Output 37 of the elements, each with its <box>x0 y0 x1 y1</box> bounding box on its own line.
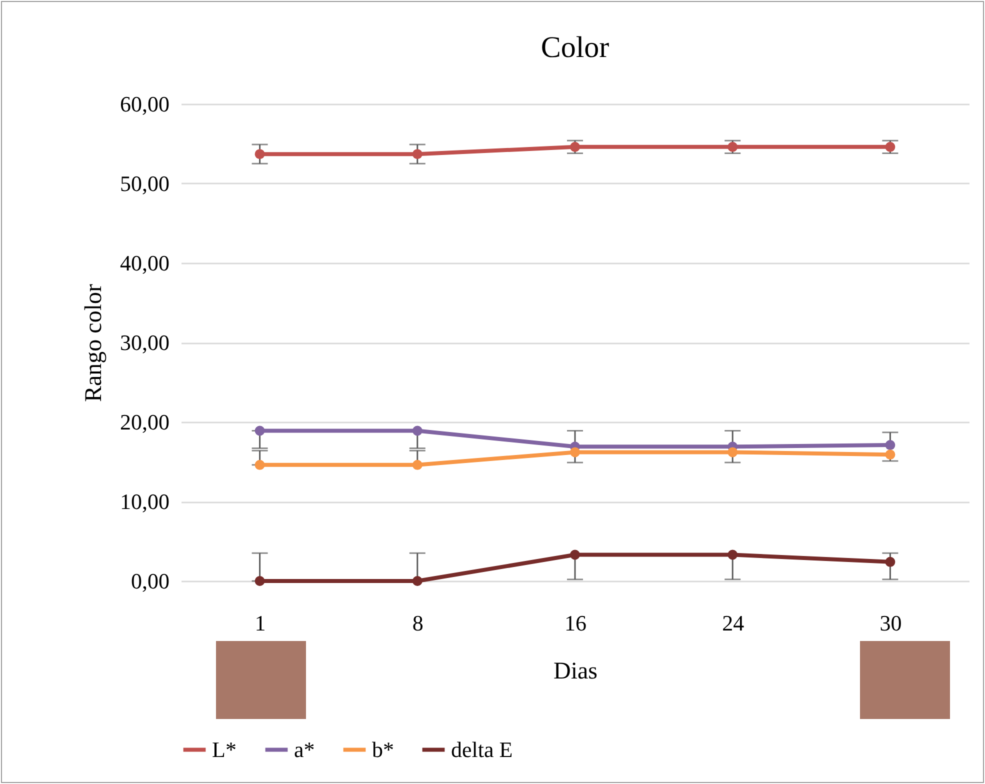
y-tick-label: 20,00 <box>120 410 170 434</box>
point <box>728 550 738 560</box>
point <box>570 142 580 152</box>
point <box>254 149 265 160</box>
x-tick-label: 8 <box>412 610 424 636</box>
y-tick-label: 50,00 <box>120 171 170 196</box>
y-tick-label: 40,00 <box>120 250 170 276</box>
legend-label: b* <box>372 736 394 762</box>
point <box>570 447 580 458</box>
point <box>412 426 422 436</box>
point <box>885 556 896 567</box>
x-tick-label: 16 <box>564 610 586 636</box>
x-axis-title: Dias <box>554 658 598 684</box>
legend-label: a* <box>294 736 315 762</box>
chart-title: Color <box>540 31 610 64</box>
point <box>412 576 422 586</box>
point <box>412 149 422 160</box>
y-axis-title: Rango color <box>81 284 107 402</box>
point <box>728 447 738 458</box>
point <box>885 142 896 152</box>
y-tick-label: 0,00 <box>131 568 170 594</box>
point <box>728 142 738 152</box>
y-tick-label: 10,00 <box>120 489 170 514</box>
y-tick-label: 60,00 <box>120 92 170 116</box>
point <box>885 450 896 460</box>
point <box>570 550 580 560</box>
x-tick-label: 24 <box>722 610 744 636</box>
legend-label: delta E <box>451 736 513 762</box>
point <box>254 426 265 436</box>
x-tick-label: 1 <box>254 610 266 636</box>
y-tick-label: 30,00 <box>120 330 170 355</box>
legend-label: L* <box>212 736 236 762</box>
point <box>254 460 265 470</box>
point <box>885 440 896 450</box>
point <box>254 576 265 586</box>
x-tick-label: 30 <box>880 610 902 636</box>
point <box>412 460 422 470</box>
